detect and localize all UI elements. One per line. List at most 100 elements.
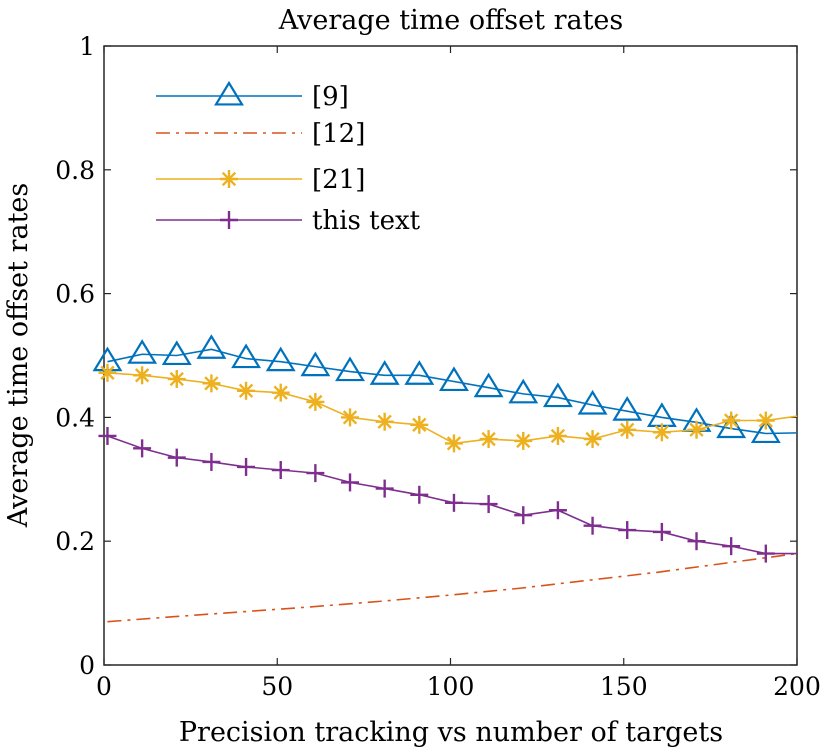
chart-title: Average time offset rates	[278, 5, 624, 36]
asterisk-stroke	[654, 425, 670, 440]
data-point	[375, 479, 394, 498]
legend-item: [12]	[156, 119, 365, 149]
series-1	[107, 552, 798, 623]
asterisk-stroke	[238, 383, 254, 398]
asterisk-stroke	[273, 385, 288, 400]
asterisk-stroke	[169, 371, 184, 387]
asterisk-stroke	[724, 413, 739, 428]
x-tick-label: 100	[427, 672, 475, 701]
data-point	[167, 370, 186, 389]
data-point	[341, 473, 360, 492]
data-point	[756, 411, 775, 430]
data-point	[265, 346, 296, 372]
data-point	[335, 356, 365, 382]
asterisk-stroke	[550, 428, 566, 444]
data-point	[687, 532, 706, 551]
data-point	[583, 516, 602, 535]
asterisk-stroke	[585, 431, 600, 447]
data-point	[583, 430, 602, 449]
legend-item: [21]	[156, 165, 365, 195]
legend-marker	[214, 80, 244, 106]
x-tick-label: 200	[773, 672, 821, 701]
data-point	[341, 408, 360, 427]
data-point	[300, 351, 331, 377]
data-point	[444, 434, 463, 453]
data-point	[271, 383, 290, 402]
data-point	[306, 464, 325, 483]
x-tick-label: 150	[600, 672, 648, 701]
data-point	[369, 360, 400, 385]
data-point	[687, 420, 706, 439]
legend-label: this text	[312, 206, 421, 236]
data-point	[439, 366, 469, 392]
data-point	[548, 501, 567, 520]
series-0	[92, 334, 798, 444]
series-line	[107, 348, 798, 435]
data-point	[410, 415, 429, 434]
data-point	[133, 439, 152, 458]
data-point	[618, 521, 637, 540]
data-point	[237, 381, 256, 400]
data-point	[514, 431, 533, 450]
asterisk-stroke	[412, 417, 427, 432]
data-point	[722, 537, 741, 556]
asterisk-stroke	[446, 436, 462, 451]
asterisk-stroke	[204, 376, 219, 391]
y-axis-label: Average time offset rates	[3, 183, 34, 529]
series-line	[107, 552, 798, 623]
data-point	[750, 418, 781, 444]
x-tick-label: 0	[96, 672, 112, 701]
legend: [9] [12] [21] this text	[156, 80, 421, 236]
series-3	[98, 426, 797, 563]
data-point	[133, 366, 152, 385]
data-point	[618, 420, 637, 439]
data-point	[306, 392, 325, 411]
y-tick-label: 0.8	[55, 156, 95, 185]
asterisk-stroke	[377, 414, 392, 429]
x-tick-label: 50	[261, 672, 293, 701]
data-point	[479, 430, 498, 449]
y-tick-label: 0.4	[55, 403, 95, 432]
data-point	[237, 457, 256, 476]
asterisk-stroke	[481, 431, 496, 447]
data-point	[410, 485, 429, 504]
x-axis-label: Precision tracking vs number of targets	[179, 717, 723, 748]
asterisk-stroke	[620, 422, 635, 437]
y-tick-label: 0	[79, 651, 95, 680]
data-point	[473, 372, 504, 398]
legend-item: [9]	[156, 80, 349, 112]
asterisk-stroke	[100, 365, 115, 380]
data-point	[202, 452, 221, 471]
data-point	[404, 360, 435, 385]
y-tick-label: 0.6	[55, 280, 95, 309]
legend-label: [9]	[312, 82, 349, 112]
legend-marker	[220, 170, 238, 188]
data-point	[479, 495, 498, 514]
data-point	[196, 334, 227, 359]
data-point	[508, 378, 539, 404]
data-point	[271, 461, 290, 480]
data-point	[231, 343, 262, 369]
axes-box	[103, 45, 798, 666]
legend-marker	[220, 211, 238, 229]
data-point	[167, 448, 186, 467]
legend-label: [21]	[312, 165, 365, 195]
asterisk-stroke	[758, 413, 773, 428]
data-point	[548, 426, 567, 445]
legend-label: [12]	[312, 119, 365, 149]
data-point	[202, 374, 221, 393]
y-tick-label: 1	[79, 32, 95, 61]
legend-item: this text	[156, 206, 421, 236]
data-point	[98, 426, 117, 445]
series-2	[98, 363, 798, 453]
data-point	[444, 493, 463, 512]
plot-area: 0 50 100 150 200 0 0.2 0.4 0.6 0.8 1	[55, 32, 821, 701]
asterisk-stroke	[134, 368, 150, 383]
asterisk-stroke	[689, 422, 704, 437]
data-point	[577, 389, 608, 415]
data-point	[652, 522, 671, 541]
asterisk-stroke	[221, 171, 237, 187]
asterisk-stroke	[308, 394, 323, 410]
data-point	[514, 506, 533, 525]
